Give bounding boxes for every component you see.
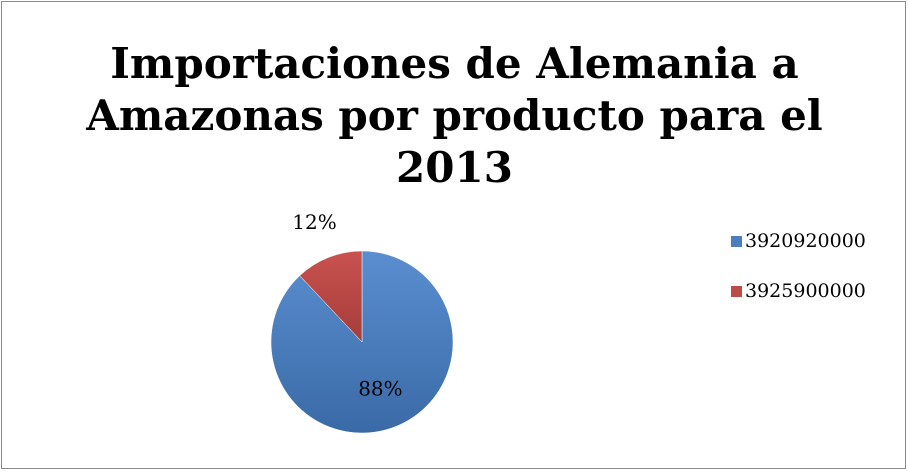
legend-swatch-3925900000 <box>731 285 742 297</box>
legend-item-3920920000: 3920920000 <box>731 222 866 260</box>
data-label-3920920000: 88% <box>358 377 402 401</box>
data-label-3925900000: 12% <box>292 210 336 234</box>
chart-title-line-2: Amazonas por producto para el <box>86 91 823 140</box>
chart-title: Importaciones de Alemania a Amazonas por… <box>2 38 907 194</box>
legend-label-3920920000: 3920920000 <box>745 230 866 252</box>
legend-swatch-3920920000 <box>731 235 742 247</box>
legend-label-3925900000: 3925900000 <box>745 280 866 302</box>
chart-title-line-1: Importaciones de Alemania a <box>110 39 799 88</box>
legend-item-3925900000: 3925900000 <box>731 272 866 310</box>
chart-title-line-3: 2013 <box>396 143 513 192</box>
pie-slice-3925900000 <box>299 250 363 343</box>
chart-legend: 3920920000 3925900000 <box>731 222 866 322</box>
